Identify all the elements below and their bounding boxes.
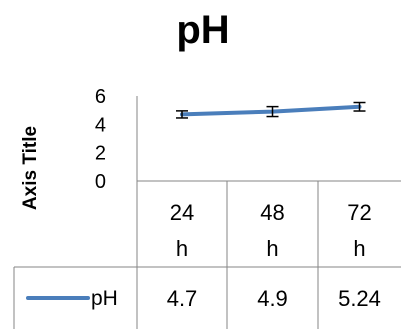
error-bar bbox=[353, 101, 366, 112]
y-tick-label: 2 bbox=[95, 143, 106, 165]
y-tick-label: 6 bbox=[95, 86, 106, 108]
data-table-cell: 4.7 bbox=[167, 286, 198, 311]
x-category-label: 72 h bbox=[347, 200, 371, 261]
data-table-cell: 5.24 bbox=[338, 286, 381, 311]
y-tick-label: 0 bbox=[95, 171, 106, 193]
error-bar bbox=[176, 110, 188, 119]
error-bar bbox=[266, 105, 279, 118]
data-table-values: 4.7 4.9 5.24 bbox=[167, 286, 381, 311]
x-category-label: 24 h bbox=[170, 200, 194, 261]
chart-title: pH bbox=[176, 8, 229, 52]
y-tick-label: 4 bbox=[95, 114, 106, 136]
y-axis-title: Axis Title bbox=[20, 126, 41, 210]
x-category-label: 48 h bbox=[260, 200, 284, 261]
data-table-grid bbox=[13, 96, 401, 329]
series-layer bbox=[176, 101, 366, 119]
series-line-pH bbox=[180, 104, 362, 117]
category-labels: 24 h 48 h 72 h bbox=[170, 200, 372, 261]
y-axis-ticks: 0 2 4 6 bbox=[95, 86, 106, 193]
legend: pH bbox=[26, 287, 118, 310]
data-table-cell: 4.9 bbox=[257, 286, 288, 311]
legend-label: pH bbox=[91, 287, 118, 310]
